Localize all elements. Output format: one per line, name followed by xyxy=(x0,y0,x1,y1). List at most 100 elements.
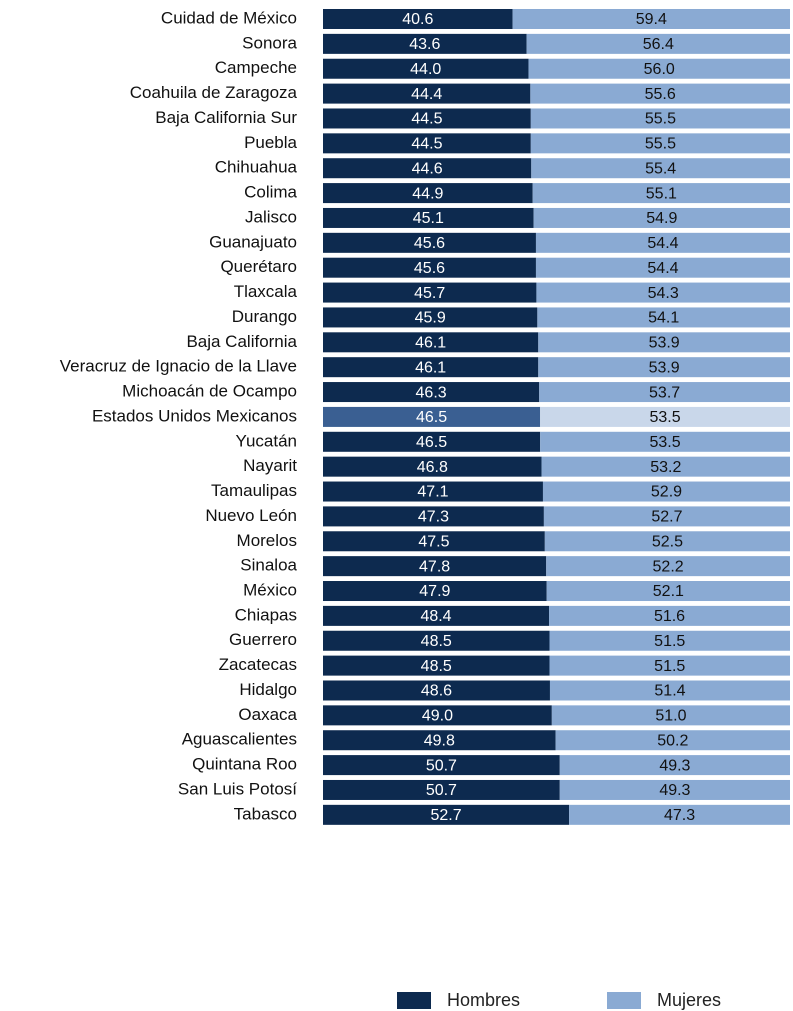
category-label: Zacatecas xyxy=(219,655,297,674)
bar-segment xyxy=(512,9,790,29)
value-label: 45.6 xyxy=(414,260,445,277)
value-label: 51.5 xyxy=(654,658,685,675)
value-label: 47.5 xyxy=(418,533,449,550)
bar-segment xyxy=(540,406,790,427)
bar-segment xyxy=(323,382,540,403)
value-label: 55.5 xyxy=(645,111,676,128)
bar-segment xyxy=(323,779,560,800)
bar-segment xyxy=(528,58,790,79)
bar-segment xyxy=(541,456,790,477)
value-label: 44.6 xyxy=(412,160,443,177)
category-label: Tabasco xyxy=(234,804,297,823)
value-label: 49.3 xyxy=(659,757,690,774)
bar-segment xyxy=(569,804,790,825)
category-label: Jalisco xyxy=(245,207,297,226)
category-label: Nuevo León xyxy=(205,506,297,525)
value-label: 44.0 xyxy=(410,61,441,78)
value-label: 46.1 xyxy=(415,335,446,352)
bar-segment xyxy=(551,705,790,726)
category-label: Querétaro xyxy=(220,257,297,276)
bar-segment xyxy=(323,531,545,552)
bar-segment xyxy=(542,481,790,502)
bar-segment xyxy=(531,158,790,179)
category-label: Aguascalientes xyxy=(182,730,297,749)
value-label: 49.3 xyxy=(659,782,690,799)
bar-segment xyxy=(549,655,790,676)
bar-segment xyxy=(323,556,547,577)
bar-segment xyxy=(323,207,534,228)
value-label: 54.4 xyxy=(647,235,678,252)
value-label: 54.3 xyxy=(648,285,679,302)
bar-segment xyxy=(530,83,790,104)
bar-segment xyxy=(323,506,544,527)
bar-segment xyxy=(543,506,790,527)
bar-segment xyxy=(323,83,531,104)
value-label: 45.1 xyxy=(413,210,444,227)
bar-segment xyxy=(323,158,532,179)
bar-segment xyxy=(323,108,531,129)
bar-segment xyxy=(559,755,790,776)
category-label: Quintana Roo xyxy=(192,755,297,774)
category-label: Campeche xyxy=(215,58,297,77)
value-label: 47.1 xyxy=(417,484,448,501)
category-label: Baja California Sur xyxy=(155,108,297,127)
category-label: Michoacán de Ocampo xyxy=(122,382,297,401)
bar-segment xyxy=(323,581,547,602)
bar-segment xyxy=(549,680,790,701)
category-label: Chiapas xyxy=(235,605,297,624)
value-label: 44.5 xyxy=(411,111,442,128)
bar-segment xyxy=(323,755,560,776)
category-label: Guerrero xyxy=(229,630,297,649)
value-label: 59.4 xyxy=(636,11,667,28)
bar-segment xyxy=(323,58,529,79)
bar-segment xyxy=(323,332,539,353)
value-label: 51.5 xyxy=(654,633,685,650)
value-label: 44.5 xyxy=(411,136,442,153)
category-label: Chihuahua xyxy=(215,158,298,177)
value-label: 55.1 xyxy=(646,185,677,202)
bar-segment xyxy=(323,605,550,626)
value-label: 52.5 xyxy=(652,533,683,550)
value-label: 45.6 xyxy=(414,235,445,252)
value-label: 47.3 xyxy=(664,807,695,824)
value-label: 46.5 xyxy=(416,409,447,426)
category-label: Morelos xyxy=(237,531,297,550)
value-label: 46.5 xyxy=(416,434,447,451)
value-label: 50.2 xyxy=(657,732,688,749)
bar-segment xyxy=(536,282,790,303)
category-label: Baja California xyxy=(186,332,297,351)
value-label: 53.7 xyxy=(649,384,680,401)
category-label: Colima xyxy=(244,183,297,202)
category-label: Guanajuato xyxy=(209,232,297,251)
category-label: Cuidad de México xyxy=(161,8,297,27)
value-label: 51.4 xyxy=(654,683,685,700)
bar-segment xyxy=(323,456,542,477)
bar-segment xyxy=(537,307,790,328)
legend-label: Mujeres xyxy=(657,990,721,1010)
value-label: 46.3 xyxy=(416,384,447,401)
legend-swatch xyxy=(607,992,641,1009)
value-label: 47.9 xyxy=(419,583,450,600)
value-label: 52.2 xyxy=(653,558,684,575)
bar-segment xyxy=(530,108,790,129)
bar-segment xyxy=(549,605,790,626)
bar-segment xyxy=(323,282,537,303)
bar-segment xyxy=(323,431,541,452)
value-label: 49.0 xyxy=(422,708,453,725)
bar-segment xyxy=(544,531,790,552)
category-label: Hidalgo xyxy=(239,680,297,699)
value-label: 52.9 xyxy=(651,484,682,501)
value-label: 48.4 xyxy=(420,608,451,625)
value-label: 55.4 xyxy=(645,160,676,177)
value-label: 47.8 xyxy=(419,558,450,575)
bar-segment xyxy=(323,705,552,726)
value-label: 43.6 xyxy=(409,36,440,53)
legend-swatch xyxy=(397,992,431,1009)
value-label: 54.1 xyxy=(648,310,679,327)
value-label: 51.6 xyxy=(654,608,685,625)
value-label: 53.5 xyxy=(650,409,681,426)
bar-segment xyxy=(546,581,790,602)
value-label: 55.6 xyxy=(645,86,676,103)
value-label: 48.5 xyxy=(421,633,452,650)
